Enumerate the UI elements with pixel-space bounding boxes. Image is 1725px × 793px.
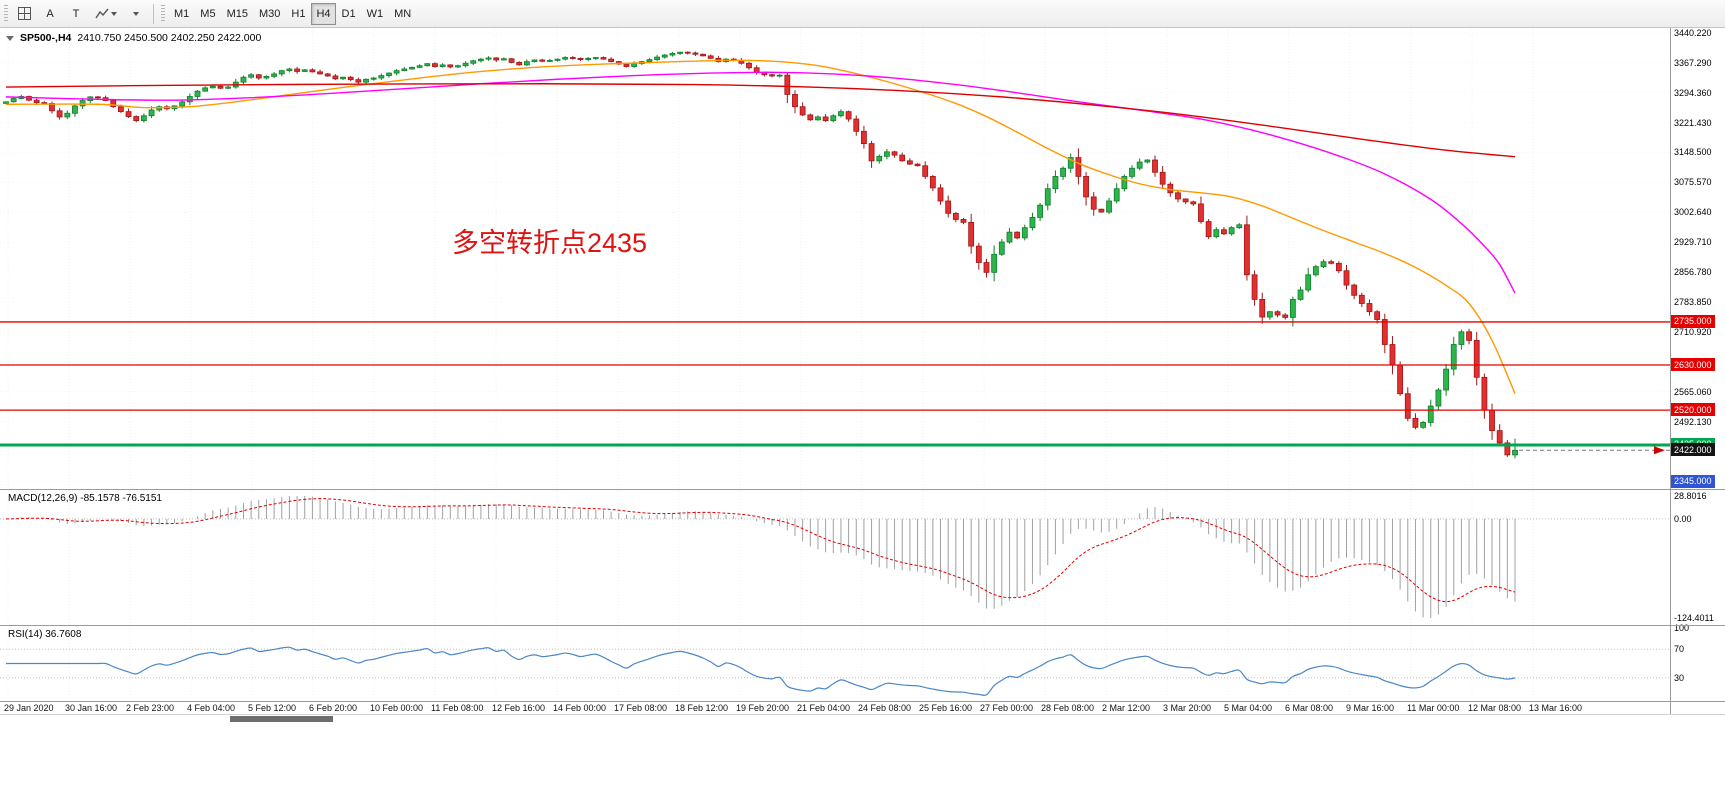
macd-name: MACD(12,26,9) — [8, 493, 78, 504]
hline-price-badge: 2735.000 — [1671, 314, 1715, 328]
price-tick: 3002.640 — [1674, 207, 1712, 218]
price-tick: 3440.220 — [1674, 27, 1712, 38]
time-axis-label: 10 Feb 00:00 — [370, 703, 424, 713]
tile-windows-icon — [17, 7, 31, 20]
time-axis-label: 24 Feb 08:00 — [858, 703, 912, 713]
hline-price-badge: 2520.000 — [1671, 403, 1715, 417]
timeframe-button-m15[interactable]: M15 — [222, 3, 253, 25]
time-axis-label: 5 Mar 04:00 — [1224, 703, 1273, 713]
line-studies-icon — [95, 8, 109, 18]
rsi-tick: 30 — [1674, 672, 1685, 683]
macd-max-tick: 28.8016 — [1674, 491, 1707, 501]
rsi-indicator-label: RSI(14) 36.7608 — [8, 629, 81, 640]
time-axis-label: 13 Mar 16:00 — [1529, 703, 1583, 713]
chart-canvas[interactable] — [0, 0, 1670, 793]
time-axis-label: 19 Feb 20:00 — [736, 703, 790, 713]
time-axis-label: 21 Feb 04:00 — [797, 703, 851, 713]
symbol-period-label: SP500-,H4 — [20, 32, 72, 44]
time-axis-label: 28 Feb 08:00 — [1041, 703, 1095, 713]
line-studies-button[interactable] — [90, 3, 122, 25]
price-tick: 2710.920 — [1674, 326, 1712, 337]
time-axis-label: 14 Feb 00:00 — [553, 703, 607, 713]
time-axis-label: 29 Jan 2020 — [4, 703, 54, 713]
time-axis-label: 11 Mar 00:00 — [1407, 703, 1460, 713]
bottom-border — [0, 714, 1725, 715]
indicators-dropdown-button[interactable] — [124, 3, 148, 25]
timeframe-button-h4[interactable]: H4 — [311, 2, 336, 25]
time-axis-label: 18 Feb 12:00 — [675, 703, 729, 713]
toolbar-grip[interactable] — [4, 4, 8, 23]
rsi-value: 36.7608 — [45, 629, 82, 640]
price-tick: 2565.060 — [1674, 386, 1712, 397]
rsi-name: RSI(14) — [8, 629, 43, 640]
price-tick: 3148.500 — [1674, 147, 1712, 158]
price-tick: 2929.710 — [1674, 237, 1712, 248]
tile-windows-button[interactable] — [12, 3, 36, 25]
timeframe-button-w1[interactable]: W1 — [362, 3, 389, 25]
timeframe-button-h1[interactable]: H1 — [286, 3, 310, 25]
time-axis: 29 Jan 2020 30 Jan 16:00 2 Feb 23:00 4 Feb … — [0, 703, 1670, 715]
timeframe-button-mn[interactable]: MN — [389, 3, 416, 25]
time-axis-label: 25 Feb 16:00 — [919, 703, 973, 713]
chart-annotation[interactable]: 多空转折点2435 — [452, 228, 648, 258]
price-tick: 2856.780 — [1674, 267, 1712, 278]
macd-indicator-label: MACD(12,26,9) -85.1578 -76.5151 — [8, 493, 162, 504]
timeframe-button-m30[interactable]: M30 — [254, 3, 285, 25]
font-tool-button[interactable]: A — [38, 3, 62, 25]
rsi-tick: 70 — [1674, 644, 1685, 655]
time-axis-label: 17 Feb 08:00 — [614, 703, 668, 713]
time-axis-label: 12 Mar 08:00 — [1468, 703, 1522, 713]
hline-price-badge: 2630.000 — [1671, 358, 1715, 371]
timeframe-button-m5[interactable]: M5 — [195, 3, 220, 25]
time-axis-label: 12 Feb 16:00 — [492, 703, 546, 713]
time-axis-label: 9 Mar 16:00 — [1346, 703, 1395, 713]
timeframe-toolbar: M1 M5 M15 M30 H1 H4 D1 W1 MN — [169, 2, 416, 25]
price-tag-badge: 2422.000 — [1671, 443, 1715, 457]
time-axis-label: 4 Feb 04:00 — [187, 703, 236, 713]
timeframe-button-d1[interactable]: D1 — [337, 3, 361, 25]
toolbar-grip[interactable] — [161, 4, 165, 23]
price-axis: 3440.220 3367.290 3294.360 3221.430 3148.500… — [1671, 28, 1725, 714]
price-tick: 3075.570 — [1674, 177, 1712, 188]
price-axis-separator — [1670, 28, 1671, 714]
rsi-tick: 100 — [1674, 623, 1690, 633]
toolbar-divider — [153, 3, 154, 24]
time-axis-label: 11 Feb 08:00 — [431, 703, 484, 713]
macd-zero-tick: 0.00 — [1674, 513, 1692, 524]
price-tick: 3221.430 — [1674, 117, 1712, 128]
price-tag-badge: 2345.000 — [1671, 474, 1715, 488]
timeframe-button-m1[interactable]: M1 — [169, 3, 194, 25]
price-tick: 2492.130 — [1674, 416, 1712, 427]
toolbar: A T M1 M5 M15 M30 H1 H4 D1 W1 MN — [0, 0, 1725, 28]
text-tool-button[interactable]: T — [64, 3, 88, 25]
panel-separator[interactable] — [0, 625, 1725, 626]
time-axis-label: 3 Mar 20:00 — [1163, 703, 1212, 713]
price-tick: 3294.360 — [1674, 87, 1712, 98]
chevron-down-icon — [133, 11, 139, 16]
time-axis-label: 2 Mar 12:00 — [1102, 703, 1151, 713]
macd-min-tick: -124.4011 — [1674, 613, 1714, 623]
chart-title: SP500-,H4 2410.750 2450.500 2402.250 242… — [6, 32, 261, 44]
time-axis-label: 2 Feb 23:00 — [126, 703, 175, 713]
price-tick: 3367.290 — [1674, 57, 1712, 68]
macd-values: -85.1578 -76.5151 — [80, 493, 162, 504]
time-axis-label: 27 Feb 00:00 — [980, 703, 1034, 713]
collapse-triangle-icon[interactable] — [6, 35, 14, 41]
time-axis-separator — [0, 701, 1725, 702]
time-axis-label: 30 Jan 16:00 — [65, 703, 118, 713]
time-axis-label: 5 Feb 12:00 — [248, 703, 297, 713]
time-axis-label: 6 Mar 08:00 — [1285, 703, 1334, 713]
price-tick: 2783.850 — [1674, 296, 1712, 307]
time-axis-label: 6 Feb 20:00 — [309, 703, 358, 713]
chevron-down-icon — [111, 11, 117, 16]
ohlc-values: 2410.750 2450.500 2402.250 2422.000 — [77, 32, 262, 44]
panel-separator[interactable] — [0, 489, 1725, 490]
horizontal-scrollbar-thumb[interactable] — [230, 716, 333, 722]
